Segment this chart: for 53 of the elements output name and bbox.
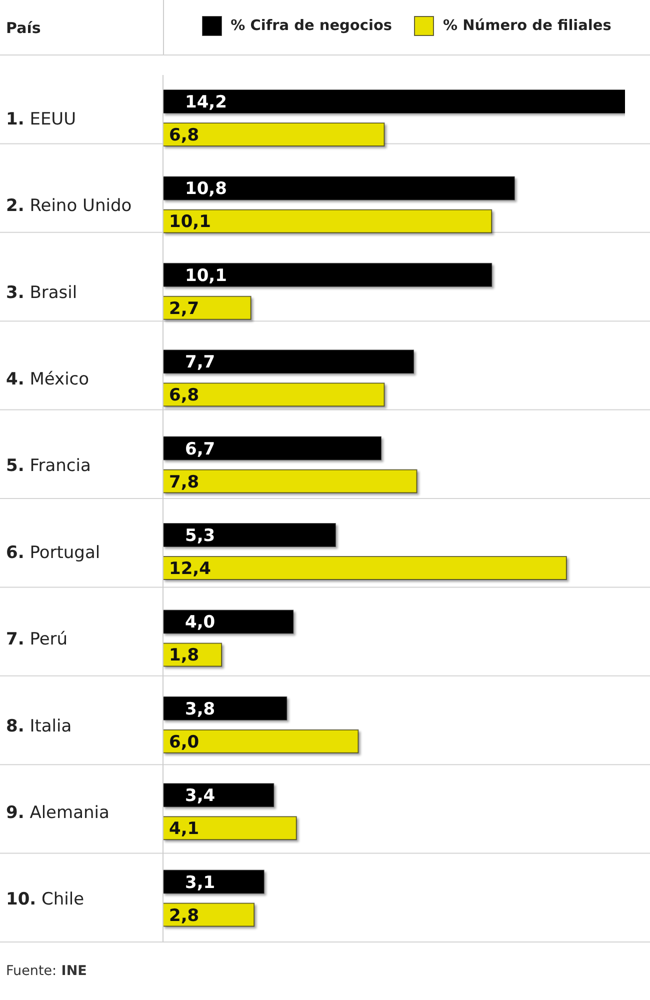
bar — [163, 729, 359, 754]
data-label: 2,8 — [169, 906, 200, 926]
bar — [163, 523, 336, 547]
data-label: 6,8 — [169, 386, 200, 406]
bar — [163, 556, 567, 580]
y-tick-label: 7. Perú — [6, 630, 68, 650]
data-label: 3,8 — [185, 699, 216, 720]
bar — [163, 696, 288, 720]
y-tick-label: 3. Brasil — [6, 282, 78, 303]
data-label: 7,7 — [185, 352, 216, 373]
y-tick-label: 8. Italia — [6, 716, 72, 736]
bar — [163, 382, 385, 407]
data-label: 1,8 — [169, 646, 200, 666]
y-tick-label: 2. Reino Unido — [6, 196, 132, 216]
bar — [163, 90, 625, 114]
legend-label: % Número de filiales — [443, 18, 612, 34]
data-label: 4,1 — [169, 819, 200, 840]
bar — [163, 902, 255, 927]
y-axis-title: País — [6, 19, 41, 37]
bar — [163, 469, 418, 494]
bar — [163, 783, 274, 808]
y-tick-label: 5. Francia — [6, 456, 91, 476]
data-label: 4,0 — [185, 612, 216, 633]
data-label: 6,8 — [169, 126, 200, 146]
data-label: 14,2 — [185, 92, 227, 113]
data-label: 6,0 — [169, 732, 200, 752]
y-tick-label: 4. México — [6, 369, 90, 390]
bar — [163, 209, 492, 234]
data-label: 12,4 — [169, 559, 212, 580]
y-tick-label: 9. Alemania — [6, 802, 110, 823]
bar — [163, 870, 264, 894]
data-label: 10,8 — [185, 179, 227, 200]
data-label: 5,3 — [185, 526, 216, 546]
data-label: 2,7 — [169, 298, 200, 319]
bar — [163, 436, 382, 460]
bar — [163, 350, 414, 374]
data-label: 10,1 — [185, 266, 227, 286]
data-label: 3,1 — [185, 872, 216, 893]
data-label: 6,7 — [185, 439, 216, 460]
y-tick-label: 6. Portugal — [6, 542, 100, 563]
bar — [163, 262, 492, 287]
bar — [163, 610, 294, 634]
bar — [163, 296, 252, 320]
data-label: 7,8 — [169, 472, 200, 492]
source-note: Fuente: INE — [6, 963, 87, 979]
bar — [163, 176, 515, 200]
bar — [163, 816, 297, 840]
data-label: 3,4 — [185, 786, 216, 806]
legend-label: % Cifra de negocios — [230, 18, 392, 34]
data-label: 10,1 — [169, 212, 211, 232]
bar — [163, 122, 385, 146]
y-tick-label: 10. Chile — [6, 890, 84, 910]
y-tick-label: 1. EEUU — [6, 109, 76, 130]
